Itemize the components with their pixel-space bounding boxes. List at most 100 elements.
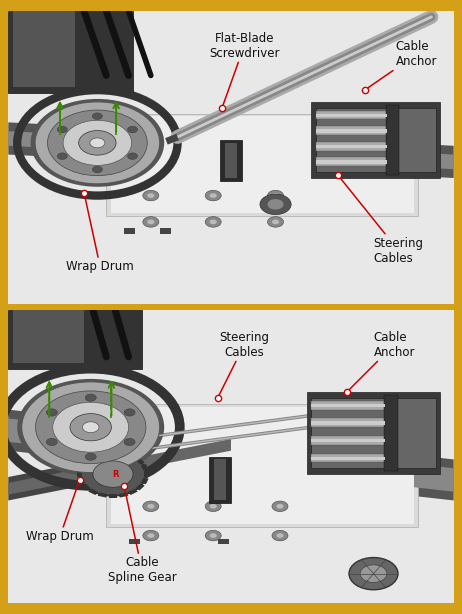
Bar bbox=[311, 439, 385, 443]
Bar bbox=[88, 489, 98, 495]
Circle shape bbox=[272, 220, 279, 224]
Circle shape bbox=[272, 530, 288, 541]
Bar bbox=[77, 464, 85, 470]
Bar bbox=[160, 228, 171, 234]
Bar bbox=[88, 453, 98, 459]
Circle shape bbox=[276, 533, 284, 538]
Bar bbox=[118, 451, 128, 456]
Circle shape bbox=[92, 113, 103, 120]
Bar bbox=[311, 418, 385, 427]
Bar bbox=[118, 492, 128, 497]
Bar bbox=[77, 471, 82, 477]
Circle shape bbox=[272, 193, 279, 198]
Circle shape bbox=[93, 461, 133, 488]
Circle shape bbox=[57, 126, 67, 133]
Bar bbox=[13, 11, 75, 87]
Bar bbox=[124, 228, 135, 234]
Circle shape bbox=[48, 110, 147, 176]
Circle shape bbox=[205, 501, 221, 511]
Circle shape bbox=[124, 438, 135, 446]
Bar bbox=[77, 478, 85, 484]
Circle shape bbox=[147, 533, 154, 538]
Circle shape bbox=[147, 504, 154, 508]
Bar bbox=[135, 458, 145, 465]
Bar bbox=[384, 395, 398, 471]
Circle shape bbox=[210, 504, 217, 508]
Bar bbox=[316, 107, 436, 172]
Circle shape bbox=[143, 501, 159, 511]
Circle shape bbox=[147, 220, 154, 224]
Bar bbox=[311, 102, 440, 178]
Circle shape bbox=[36, 391, 146, 464]
Circle shape bbox=[267, 190, 284, 201]
Circle shape bbox=[85, 453, 96, 460]
Circle shape bbox=[79, 452, 146, 496]
Bar bbox=[106, 404, 418, 527]
Bar bbox=[97, 492, 108, 497]
Bar bbox=[106, 114, 418, 216]
Bar bbox=[316, 157, 387, 166]
Text: Steering
Cables: Steering Cables bbox=[218, 330, 269, 398]
Text: Cable
Anchor: Cable Anchor bbox=[347, 330, 415, 392]
Bar bbox=[135, 484, 145, 491]
Circle shape bbox=[128, 153, 138, 160]
Bar bbox=[213, 459, 226, 500]
Bar bbox=[144, 471, 149, 477]
Bar bbox=[311, 401, 385, 410]
Circle shape bbox=[82, 422, 99, 433]
Bar bbox=[128, 489, 138, 495]
Circle shape bbox=[210, 220, 217, 224]
Bar bbox=[141, 464, 149, 470]
Circle shape bbox=[46, 438, 57, 446]
Bar bbox=[307, 392, 440, 474]
Circle shape bbox=[143, 190, 159, 201]
Bar bbox=[311, 404, 385, 407]
Bar bbox=[13, 310, 84, 363]
Circle shape bbox=[124, 409, 135, 416]
Circle shape bbox=[90, 138, 105, 148]
Bar bbox=[386, 105, 400, 175]
Bar bbox=[220, 140, 242, 181]
Bar bbox=[316, 129, 387, 133]
Circle shape bbox=[35, 102, 160, 184]
Bar bbox=[111, 117, 413, 213]
Circle shape bbox=[260, 194, 291, 215]
Circle shape bbox=[63, 120, 132, 165]
Bar bbox=[97, 451, 108, 456]
Circle shape bbox=[205, 530, 221, 541]
Circle shape bbox=[128, 126, 138, 133]
Circle shape bbox=[92, 166, 103, 173]
Text: Wrap Drum: Wrap Drum bbox=[26, 480, 94, 543]
Bar bbox=[316, 145, 387, 149]
Circle shape bbox=[85, 394, 96, 402]
Circle shape bbox=[360, 565, 387, 583]
Text: R: R bbox=[112, 470, 118, 478]
Bar bbox=[128, 538, 140, 545]
Circle shape bbox=[143, 217, 159, 227]
Circle shape bbox=[53, 402, 129, 452]
Circle shape bbox=[30, 99, 164, 187]
Bar bbox=[316, 160, 387, 164]
Circle shape bbox=[46, 409, 57, 416]
Bar bbox=[311, 457, 385, 460]
Bar bbox=[311, 398, 436, 468]
Bar bbox=[316, 111, 387, 119]
Bar bbox=[109, 450, 117, 454]
Bar bbox=[311, 421, 385, 425]
Circle shape bbox=[272, 501, 288, 511]
Circle shape bbox=[79, 131, 116, 155]
Circle shape bbox=[267, 199, 284, 209]
Circle shape bbox=[57, 153, 67, 160]
Bar bbox=[311, 436, 385, 445]
Bar bbox=[8, 310, 142, 368]
Text: Cable
Anchor: Cable Anchor bbox=[365, 41, 438, 90]
Bar bbox=[111, 406, 413, 524]
Bar bbox=[109, 494, 117, 498]
Bar bbox=[218, 538, 229, 545]
Circle shape bbox=[147, 193, 154, 198]
Circle shape bbox=[143, 530, 159, 541]
Circle shape bbox=[70, 414, 111, 441]
Bar bbox=[316, 126, 387, 135]
Bar bbox=[209, 457, 231, 503]
Circle shape bbox=[349, 558, 398, 590]
